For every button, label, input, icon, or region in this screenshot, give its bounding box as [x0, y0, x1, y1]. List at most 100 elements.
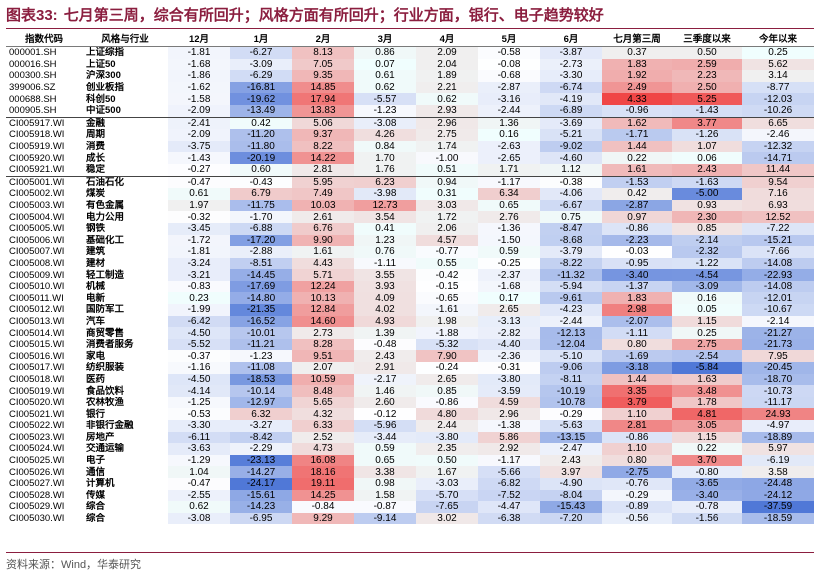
- value-cell: -2.07: [602, 315, 672, 328]
- value-cell: -0.87: [354, 501, 416, 513]
- value-cell: 2.43: [540, 454, 602, 467]
- index-name-cell: 电子: [86, 455, 106, 467]
- value-cell: -14.08: [742, 280, 814, 293]
- value-cell: -6.82: [478, 477, 540, 490]
- value-cell: 17.94: [292, 93, 354, 105]
- value-cell: 2.49: [602, 81, 672, 94]
- value-cell: -3.63: [168, 443, 230, 455]
- value-cell: -15.43: [540, 501, 602, 513]
- value-cell: -9.02: [540, 140, 602, 153]
- table-row: 000300.SH 沪深300 -1.86 -6.29 9.35 0.61 1.89 -0.6…: [6, 70, 814, 82]
- index-code-cell: CI005921.WI: [9, 164, 65, 176]
- index-name-cell: 消费者服务: [86, 339, 134, 351]
- value-cell: 5.62: [742, 58, 814, 71]
- value-cell: -18.70: [742, 373, 814, 386]
- value-cell: 5.71: [292, 269, 354, 281]
- index-name-cell: 轻工制造: [86, 269, 125, 281]
- value-cell: 0.75: [540, 211, 602, 223]
- value-cell: 5.06: [292, 116, 354, 130]
- value-cell: 8.28: [292, 338, 354, 351]
- value-cell: 12.52: [742, 211, 814, 223]
- index-name-cell: 农林牧渔: [86, 397, 125, 409]
- value-cell: 3.35: [602, 385, 672, 397]
- value-cell: -6.95: [230, 512, 292, 525]
- index-code-cell: CI005012.WI: [9, 304, 65, 316]
- value-cell: 1.72: [416, 211, 478, 223]
- value-cell: 0.07: [354, 58, 416, 71]
- value-cell: -3.27: [230, 420, 292, 432]
- value-cell: -1.53: [602, 175, 672, 189]
- value-cell: 3.77: [672, 116, 742, 130]
- figure-title: 图表33: 七月第三周，综合有所回升；风格方面有所回升；行业方面，银行、电子趋势较…: [6, 4, 604, 26]
- value-cell: -4.06: [540, 188, 602, 200]
- value-cell: -0.03: [602, 246, 672, 258]
- value-cell: -1.25: [168, 396, 230, 409]
- value-cell: -10.78: [540, 396, 602, 409]
- table-row: CI005918.WI 周期 -2.09 -11.20 9.37 4.26 2.75 0.16…: [6, 129, 814, 141]
- value-cell: -1.11: [602, 327, 672, 339]
- index-code-cell: CI005013.WI: [9, 315, 65, 327]
- value-cell: -0.27: [168, 163, 230, 177]
- table-header-row: 指数代码 风格与行业 12月 1月 2月 3月 4月 5月 6月 七月第三周 三…: [6, 33, 814, 47]
- value-cell: 1.70: [354, 152, 416, 164]
- index-code-cell: CI005026.WI: [9, 466, 65, 478]
- figure-number: 图表33:: [6, 7, 58, 24]
- value-cell: -7.52: [478, 489, 540, 502]
- column-header: 指数代码: [6, 33, 82, 47]
- value-cell: 6.34: [478, 188, 540, 200]
- value-cell: 7.16: [742, 188, 814, 200]
- index-code-cell: CI005919.WI: [9, 141, 65, 153]
- value-cell: -3.75: [168, 140, 230, 153]
- value-cell: -0.84: [292, 501, 354, 513]
- value-cell: 2.44: [416, 420, 478, 432]
- table-row: CI005029.WI 综合 0.62 -14.23 -0.84 -0.87 -7.65 -4…: [6, 501, 814, 513]
- value-cell: 14.25: [292, 489, 354, 502]
- value-cell: -1.72: [168, 234, 230, 247]
- value-cell: -11.21: [230, 338, 292, 351]
- index-code-cell: CI005021.WI: [9, 408, 65, 420]
- source-note: 资料来源：Wind，华泰研究: [6, 559, 142, 571]
- value-cell: -13.49: [230, 104, 292, 118]
- value-cell: -12.13: [540, 327, 602, 339]
- value-cell: -1.23: [354, 104, 416, 118]
- value-cell: 3.38: [354, 466, 416, 478]
- value-cell: -12.01: [742, 292, 814, 305]
- value-cell: -2.65: [478, 152, 540, 164]
- value-cell: -0.86: [602, 431, 672, 444]
- value-cell: -0.47: [168, 175, 230, 189]
- value-cell: -3.03: [416, 477, 478, 490]
- value-cell: -11.32: [540, 269, 602, 281]
- value-cell: 2.92: [478, 443, 540, 455]
- value-cell: -2.36: [478, 350, 540, 363]
- value-cell: -1.26: [672, 129, 742, 141]
- value-cell: 2.81: [292, 163, 354, 177]
- value-cell: -4.50: [168, 373, 230, 386]
- value-cell: 4.26: [354, 129, 416, 141]
- index-name-cell: 钢铁: [86, 223, 106, 235]
- index-name-cell: 汽车: [86, 315, 106, 327]
- value-cell: -15.61: [230, 489, 292, 502]
- value-cell: -6.74: [540, 81, 602, 94]
- value-cell: -12.04: [540, 338, 602, 351]
- value-cell: -5.66: [478, 466, 540, 478]
- value-cell: 1.61: [292, 246, 354, 258]
- figure-title-text: 七月第三周，综合有所回升；风格方面有所回升；行业方面，银行、电子趋势较好: [63, 7, 604, 24]
- value-cell: 9.35: [292, 70, 354, 82]
- value-cell: 4.59: [478, 396, 540, 409]
- value-cell: 0.94: [416, 175, 478, 189]
- value-cell: 3.54: [354, 211, 416, 223]
- index-code-cell: CI005008.WI: [9, 257, 65, 269]
- index-code-cell: CI005029.WI: [9, 501, 65, 513]
- index-code-cell: CI005007.WI: [9, 246, 65, 258]
- value-cell: -3.40: [602, 269, 672, 281]
- value-cell: 5.25: [672, 93, 742, 105]
- value-cell: -0.48: [354, 338, 416, 351]
- value-cell: 0.98: [354, 477, 416, 490]
- value-cell: 0.25: [742, 46, 814, 59]
- value-cell: -2.09: [168, 104, 230, 118]
- value-cell: -2.44: [540, 315, 602, 328]
- value-cell: -2.55: [168, 489, 230, 502]
- value-cell: 0.50: [672, 46, 742, 59]
- value-cell: 14.85: [292, 81, 354, 94]
- index-name-cell: 基础化工: [86, 234, 125, 246]
